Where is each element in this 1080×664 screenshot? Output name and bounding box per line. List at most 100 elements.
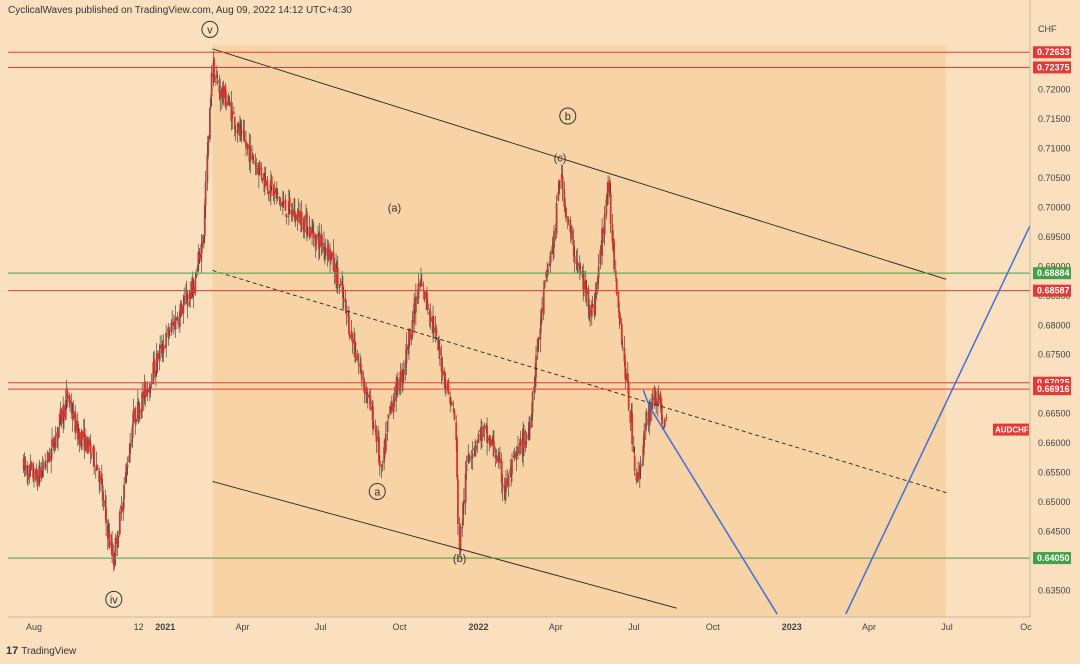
candle-body: [613, 241, 615, 270]
candle-body: [632, 446, 635, 453]
candle: [44, 453, 47, 470]
candle-body: [405, 344, 408, 364]
candle-body: [426, 292, 428, 307]
y-tick-label: 0.66000: [1038, 438, 1071, 448]
wave-label-text: a: [374, 486, 381, 498]
candle: [386, 420, 389, 441]
candle-body: [140, 410, 143, 412]
channel-upper-line[interactable]: [212, 48, 947, 280]
candle: [633, 446, 636, 476]
candle: [39, 462, 41, 483]
candle: [129, 432, 132, 463]
candle-body: [336, 267, 339, 285]
candle-body: [180, 306, 183, 315]
candle: [285, 213, 288, 225]
candle: [264, 166, 267, 187]
candle-body: [126, 464, 129, 468]
x-tick-label: Apr: [549, 622, 563, 632]
candle-body: [624, 360, 627, 380]
candle: [387, 413, 390, 421]
candle: [511, 453, 513, 483]
candle-body: [457, 479, 459, 525]
wave-label: a: [368, 482, 386, 500]
candle: [102, 491, 105, 511]
wave-label: b: [559, 107, 577, 125]
candle: [471, 441, 474, 470]
candle-body: [499, 458, 501, 463]
candle-body: [23, 456, 26, 468]
projection-up-line[interactable]: [845, 170, 1057, 615]
candle: [36, 470, 39, 491]
candle-body: [356, 356, 359, 361]
candle: [50, 447, 53, 474]
candle-body: [411, 319, 414, 337]
candle-body: [536, 339, 539, 353]
y-tick-label: 0.65000: [1038, 497, 1071, 507]
tradingview-logo-icon: 17: [6, 645, 19, 657]
candle: [531, 390, 534, 421]
candle-body: [517, 446, 519, 454]
candle: [375, 425, 378, 454]
candle: [228, 95, 231, 107]
candle: [519, 431, 522, 455]
candle-body: [459, 527, 462, 553]
candle: [523, 424, 525, 457]
wave-label-circle: [559, 107, 577, 125]
candle-body: [246, 143, 249, 149]
price-axis[interactable]: [1030, 0, 1080, 617]
candle-body: [40, 469, 43, 479]
channel-lower-line[interactable]: [212, 481, 677, 609]
candle-body: [66, 390, 69, 399]
wave-label-text: (c): [554, 152, 567, 164]
y-tick-label: 0.68000: [1038, 320, 1071, 330]
candle: [209, 106, 211, 143]
candle: [168, 327, 171, 340]
candle-body: [228, 101, 231, 106]
candle-body: [182, 304, 185, 314]
candle-body: [665, 417, 668, 419]
candle-body: [234, 130, 237, 133]
level-badge-text: 0.72375: [1037, 62, 1070, 72]
candle: [369, 388, 372, 411]
candle-body: [76, 421, 79, 440]
candle: [565, 206, 567, 223]
wave-label: (c): [554, 152, 567, 164]
candle-body: [501, 483, 504, 489]
candle-body: [284, 199, 287, 211]
candle-body: [52, 437, 55, 448]
channel-mid-line[interactable]: [212, 270, 947, 494]
candle: [426, 299, 429, 315]
level-badge: [1033, 61, 1071, 74]
candle: [489, 435, 492, 448]
candle-body: [555, 203, 558, 234]
candle: [170, 319, 173, 336]
candle: [273, 181, 276, 205]
currency-label: CHF: [1038, 24, 1057, 34]
candle-body: [81, 431, 83, 440]
candle-body: [315, 235, 318, 245]
candle-body: [176, 317, 179, 321]
candle: [303, 215, 306, 239]
candle: [577, 262, 579, 274]
candle-body: [342, 299, 345, 301]
candle: [138, 401, 141, 423]
candle-body: [329, 248, 331, 260]
candle-body: [487, 437, 489, 441]
candle-body: [413, 303, 416, 324]
candle: [563, 181, 566, 213]
candle: [287, 215, 289, 217]
candle: [52, 437, 55, 451]
candle-body: [596, 276, 599, 284]
candle-body: [445, 387, 447, 389]
candle: [171, 310, 174, 333]
candle-body: [590, 303, 593, 317]
candle: [282, 191, 285, 208]
candle-body: [390, 402, 393, 412]
candle-body: [96, 465, 99, 471]
wave-label-text: (b): [453, 553, 466, 565]
projection-down-line[interactable]: [642, 389, 778, 615]
candle-body: [601, 227, 603, 256]
candle-body: [455, 422, 458, 441]
candle-body: [463, 500, 465, 505]
